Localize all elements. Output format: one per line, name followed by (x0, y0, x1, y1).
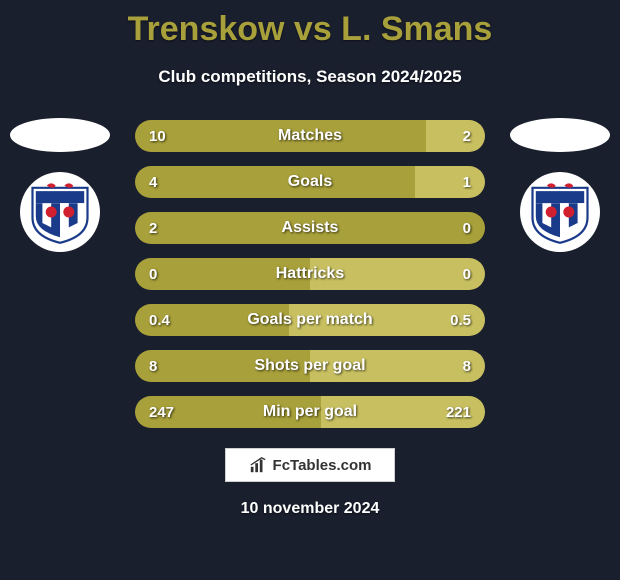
stat-label: Assists (135, 212, 485, 244)
footer-date: 10 november 2024 (0, 500, 620, 518)
heerenveen-crest-icon (27, 179, 93, 245)
player-silhouette-left (10, 118, 110, 152)
club-badge-right (520, 172, 600, 252)
stat-row: 20Assists (135, 212, 485, 244)
stats-container: 102Matches 41Goals 20Assists 00Hattricks 0.4… (135, 120, 485, 442)
stat-row: 41Goals (135, 166, 485, 198)
stat-row: 88Shots per goal (135, 350, 485, 382)
brand-label: FcTables.com (273, 457, 372, 474)
stat-row: 247221Min per goal (135, 396, 485, 428)
stat-row: 0.40.5Goals per match (135, 304, 485, 336)
player-left-column (0, 118, 120, 252)
stat-label: Min per goal (135, 396, 485, 428)
stat-label: Matches (135, 120, 485, 152)
stat-label: Hattricks (135, 258, 485, 290)
stat-label: Goals per match (135, 304, 485, 336)
chart-icon (249, 456, 267, 474)
page-subtitle: Club competitions, Season 2024/2025 (0, 67, 620, 87)
player-right-column (500, 118, 620, 252)
stat-row: 102Matches (135, 120, 485, 152)
heerenveen-crest-icon (527, 179, 593, 245)
player-silhouette-right (510, 118, 610, 152)
club-badge-left (20, 172, 100, 252)
stat-label: Goals (135, 166, 485, 198)
brand-badge[interactable]: FcTables.com (225, 448, 395, 482)
page-title: Trenskow vs L. Smans (0, 0, 620, 49)
stat-row: 00Hattricks (135, 258, 485, 290)
stat-label: Shots per goal (135, 350, 485, 382)
